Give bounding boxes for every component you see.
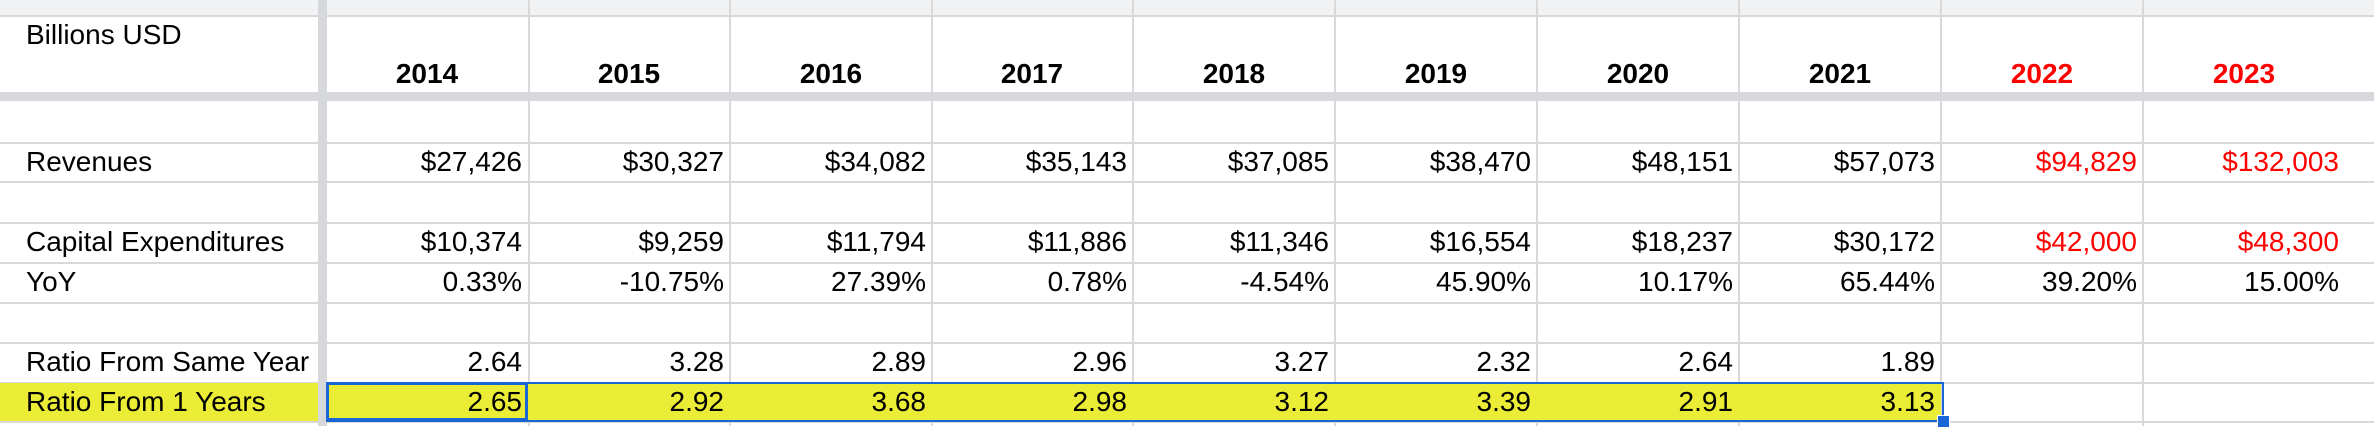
year-header[interactable]: 2021 [1808,58,1872,89]
capex-cell[interactable]: $9,259 [638,226,724,257]
grid-line [0,142,2374,144]
ratio-same-year-cell[interactable]: 2.64 [467,346,523,377]
grid-line [729,0,731,426]
ratio-same-year-cell[interactable]: 1.89 [1880,346,1936,377]
frozen-row-divider[interactable] [0,92,2374,101]
yoy-cell[interactable]: -4.54% [1240,266,1329,297]
projected-year-header[interactable]: 2023 [2212,58,2276,89]
fill-handle[interactable] [1937,415,1950,428]
capex-cell[interactable]: $11,886 [1027,226,1127,257]
capex-cell[interactable]: $16,554 [1429,226,1531,257]
revenues-cell[interactable]: $37,085 [1227,146,1329,177]
yoy-cell[interactable]: -10.75% [619,266,724,297]
grid-line [0,421,2374,423]
ratio-same-year-cell[interactable]: 2.32 [1476,346,1532,377]
yoy-cell[interactable]: 10.17% [1638,266,1733,297]
highlighted-label-cell [0,383,318,421]
capex-cell[interactable]: $30,172 [1833,226,1935,257]
ratio-same-year-cell[interactable]: 2.96 [1072,346,1128,377]
yoy-cell[interactable]: 27.39% [831,266,926,297]
column-header-strip [0,0,2374,15]
projected-year-header[interactable]: 2022 [2010,58,2074,89]
revenues-cell[interactable]: $38,470 [1429,146,1531,177]
year-header[interactable]: 2018 [1202,58,1266,89]
grid-line [1132,0,1134,426]
row-label-ratio-1-year[interactable]: Ratio From 1 Years [26,386,266,417]
grid-line [1940,0,1942,426]
projected-capex-cell[interactable]: $42,000 [2035,226,2137,257]
ratio-1-year-cell[interactable]: 3.68 [871,386,927,417]
ratio-1-year-cell[interactable]: 2.92 [669,386,725,417]
capex-cell[interactable]: $11,794 [826,226,926,257]
revenues-cell[interactable]: $35,143 [1025,146,1127,177]
ratio-1-year-cell[interactable]: 3.39 [1476,386,1532,417]
header-label-cell[interactable]: Billions USD [26,19,182,50]
ratio-same-year-cell[interactable]: 2.64 [1678,346,1734,377]
grid-line [1334,0,1336,426]
capex-cell[interactable]: $11,346 [1229,226,1329,257]
year-header[interactable]: 2014 [395,58,459,89]
ratio-same-year-cell[interactable]: 3.27 [1274,346,1330,377]
grid-line [1536,0,1538,426]
frozen-column-divider[interactable] [318,0,327,426]
grid-line [0,302,2374,304]
grid-line [1738,0,1740,426]
yoy-cell[interactable]: 15.00% [2244,266,2339,297]
capex-cell[interactable]: $10,374 [420,226,522,257]
year-header[interactable]: 2017 [1000,58,1064,89]
grid-line [0,15,2374,17]
ratio-same-year-cell[interactable]: 2.89 [871,346,927,377]
yoy-cell[interactable]: 65.44% [1840,266,1935,297]
row-label-ratio-same-year[interactable]: Ratio From Same Year [26,346,310,377]
year-header[interactable]: 2019 [1404,58,1468,89]
row-label-revenues[interactable]: Revenues [26,146,153,177]
ratio-1-year-cell-selected[interactable]: 2.65 [467,386,523,417]
grid-line [0,262,2374,264]
revenues-cell[interactable]: $27,426 [420,146,522,177]
revenues-cell[interactable]: $30,327 [622,146,724,177]
ratio-1-year-cell[interactable]: 2.91 [1678,386,1734,417]
year-header[interactable]: 2016 [799,58,863,89]
yoy-cell[interactable]: 45.90% [1436,266,1531,297]
yoy-cell[interactable]: 39.20% [2042,266,2137,297]
projected-revenues-cell[interactable]: $132,003 [2222,146,2339,177]
grid-line [0,342,2374,344]
grid-line [0,222,2374,224]
grid-line [2142,0,2144,426]
ratio-same-year-cell[interactable]: 3.28 [669,346,725,377]
grid-line [0,181,2374,183]
active-cell-outline [326,382,528,421]
revenues-cell[interactable]: $34,082 [824,146,926,177]
year-header[interactable]: 2015 [597,58,661,89]
capex-cell[interactable]: $18,237 [1631,226,1733,257]
yoy-cell[interactable]: 0.78% [1047,266,1127,297]
ratio-1-year-cell[interactable]: 3.13 [1880,386,1936,417]
grid-line [931,0,933,426]
row-label-yoy[interactable]: YoY [26,266,77,297]
highlighted-row [327,383,1941,421]
projected-capex-cell[interactable]: $48,300 [2237,226,2339,257]
year-header[interactable]: 2020 [1606,58,1670,89]
yoy-cell[interactable]: 0.33% [442,266,522,297]
revenues-cell[interactable]: $48,151 [1631,146,1733,177]
revenues-cell[interactable]: $57,073 [1833,146,1935,177]
ratio-1-year-cell[interactable]: 2.98 [1072,386,1128,417]
selected-range-outline [326,382,1944,422]
projected-revenues-cell[interactable]: $94,829 [2035,146,2137,177]
row-label-capex[interactable]: Capital Expenditures [26,226,285,257]
ratio-1-year-cell[interactable]: 3.12 [1274,386,1330,417]
grid-line [528,0,530,426]
